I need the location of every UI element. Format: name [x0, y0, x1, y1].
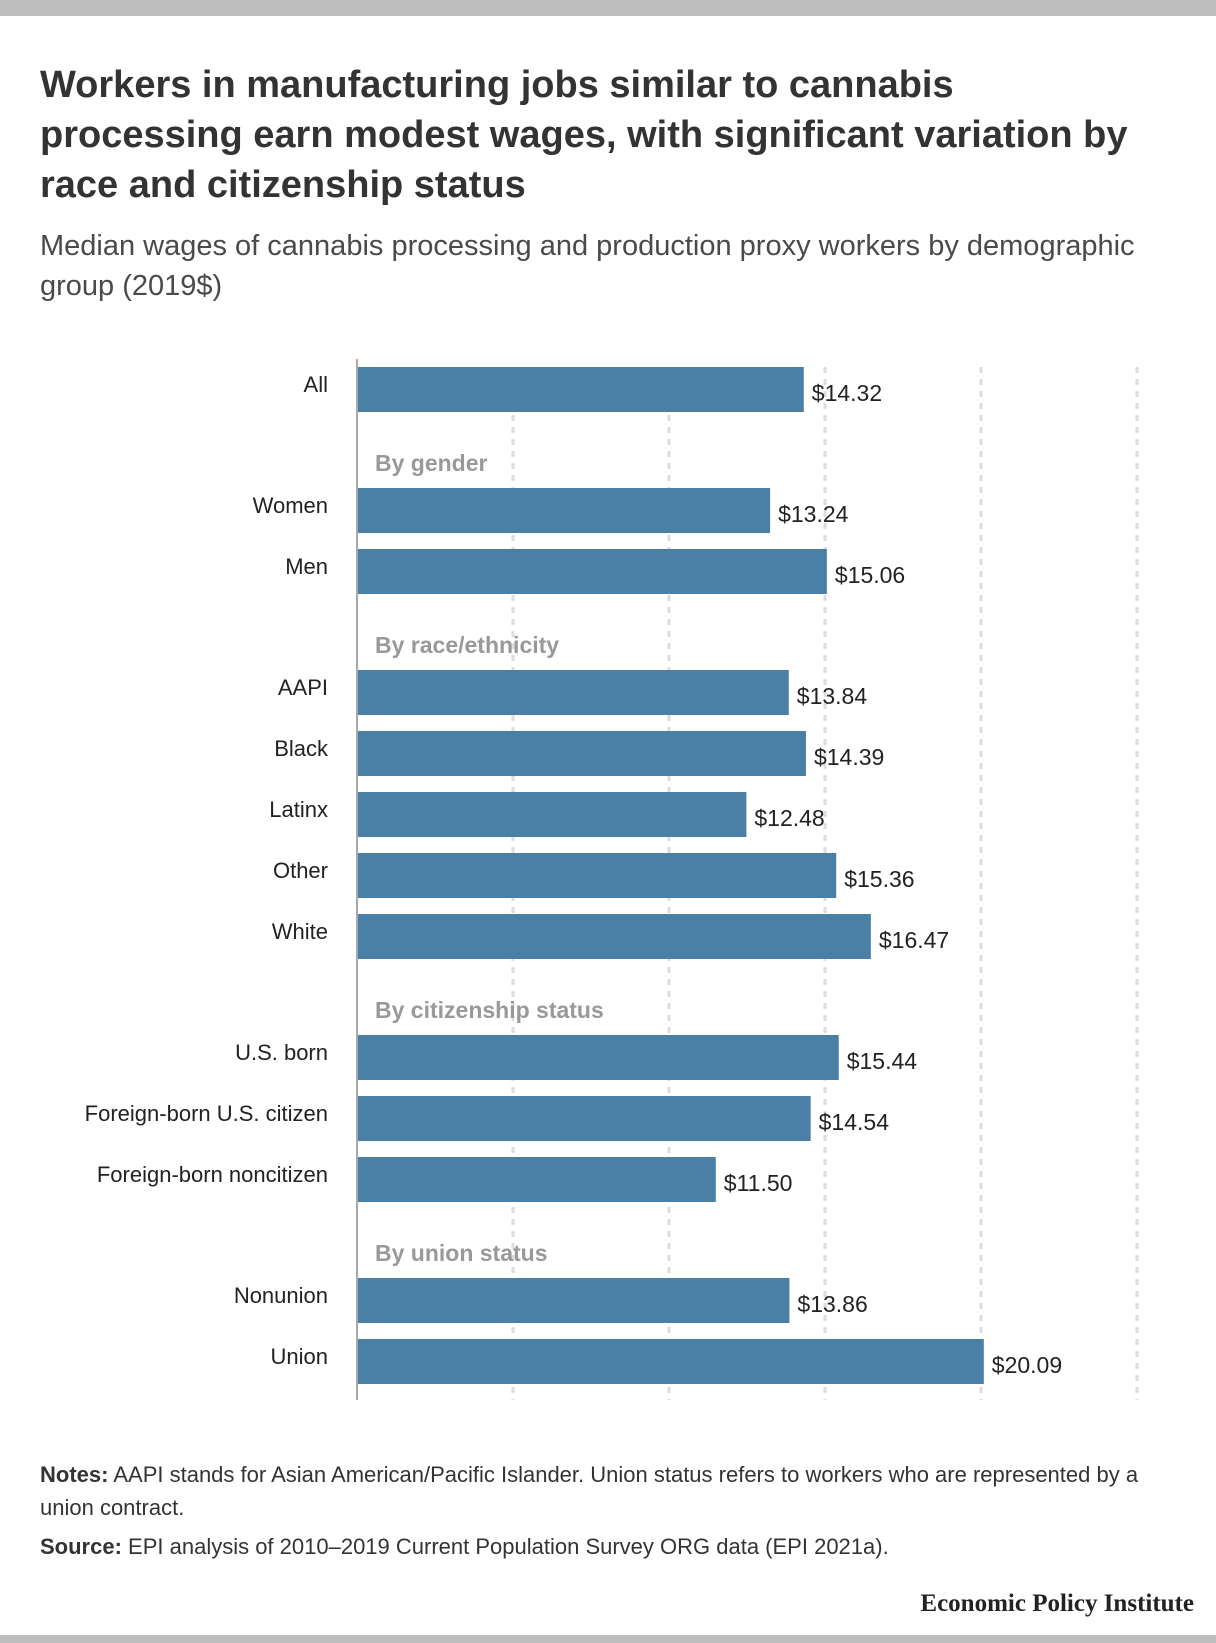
category-label: Women: [253, 493, 328, 518]
source-text: EPI analysis of 2010–2019 Current Popula…: [121, 1534, 889, 1559]
category-label: Nonunion: [234, 1283, 328, 1308]
category-label: All: [304, 372, 328, 397]
category-label: Foreign-born U.S. citizen: [85, 1101, 328, 1126]
bar: [357, 1339, 984, 1384]
data-label: $11.50: [724, 1170, 793, 1196]
bar: [357, 1278, 790, 1323]
data-label: $15.44: [847, 1048, 918, 1074]
group-heading: By union status: [375, 1240, 548, 1266]
top-border: [0, 0, 1216, 16]
group-heading: By gender: [375, 450, 488, 476]
bar: [357, 731, 806, 776]
data-label: $16.47: [879, 927, 949, 953]
bar: [357, 792, 747, 837]
bar: [357, 853, 837, 898]
data-label: $14.39: [814, 744, 884, 770]
bar: [357, 1035, 839, 1080]
data-label: $12.48: [754, 805, 824, 831]
data-label: $14.54: [819, 1109, 890, 1135]
group-heading: By race/ethnicity: [375, 632, 559, 658]
bar: [357, 1157, 716, 1202]
category-label: White: [272, 919, 328, 944]
bar: [357, 914, 871, 959]
bar: [357, 670, 789, 715]
category-label: Foreign-born noncitizen: [97, 1162, 328, 1187]
chart-subtitle: Median wages of cannabis processing and …: [40, 230, 1135, 302]
category-label: U.S. born: [235, 1040, 328, 1065]
category-label: Men: [285, 554, 328, 579]
bottom-border: [0, 1635, 1216, 1643]
bar: [357, 367, 804, 412]
data-label: $20.09: [992, 1352, 1062, 1378]
notes-text: AAPI stands for Asian American/Pacific I…: [40, 1462, 1139, 1520]
data-label: $13.84: [797, 683, 868, 709]
data-label: $15.36: [844, 866, 914, 892]
category-label: Latinx: [269, 797, 328, 822]
data-label: $14.32: [812, 380, 882, 406]
bar-chart: All $14.32 By gender Women $13.24 Men $15.06 By…: [85, 359, 1139, 1400]
data-label: $13.86: [797, 1291, 867, 1317]
category-label: Black: [274, 736, 329, 761]
bar: [357, 488, 771, 533]
brand-logo: Economic Policy Institute: [920, 1590, 1194, 1617]
source: Source: EPI analysis of 2010–2019 Curren…: [40, 1530, 1150, 1563]
chart-title: Workers in manufacturing jobs similar to…: [40, 64, 1128, 206]
category-label: AAPI: [278, 675, 328, 700]
data-label: $13.24: [778, 501, 849, 527]
category-label: Union: [271, 1344, 328, 1369]
notes-label: Notes:: [40, 1462, 109, 1487]
notes: Notes: AAPI stands for Asian American/Pa…: [40, 1458, 1150, 1524]
category-label: Other: [273, 858, 328, 883]
bar: [357, 1096, 811, 1141]
source-label: Source:: [40, 1534, 122, 1559]
group-heading: By citizenship status: [375, 997, 604, 1023]
data-label: $15.06: [835, 562, 905, 588]
bar: [357, 549, 827, 594]
